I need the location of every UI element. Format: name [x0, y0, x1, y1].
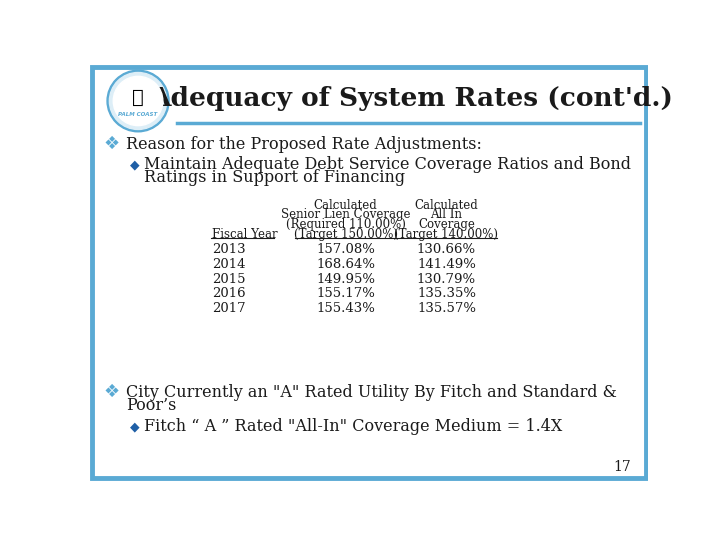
Text: 155.17%: 155.17% — [316, 287, 375, 300]
Text: Coverage: Coverage — [418, 218, 475, 231]
Text: All In: All In — [431, 208, 462, 221]
Text: Fiscal Year: Fiscal Year — [212, 228, 278, 241]
Text: Reason for the Proposed Rate Adjustments:: Reason for the Proposed Rate Adjustments… — [126, 136, 482, 153]
Text: (Target 140.00%): (Target 140.00%) — [395, 228, 498, 241]
Text: Fitch “ A ” Rated "All-In" Coverage Medium = 1.4X: Fitch “ A ” Rated "All-In" Coverage Medi… — [144, 418, 562, 435]
Circle shape — [113, 76, 163, 126]
Text: 135.35%: 135.35% — [417, 287, 476, 300]
Text: 141.49%: 141.49% — [417, 258, 476, 271]
Text: ❖: ❖ — [104, 383, 120, 401]
Text: Senior Lien Coverage: Senior Lien Coverage — [281, 208, 410, 221]
Text: Calculated: Calculated — [314, 199, 377, 212]
Text: (Required 110.00%): (Required 110.00%) — [286, 218, 405, 231]
Text: 2014: 2014 — [212, 258, 246, 271]
FancyBboxPatch shape — [92, 67, 646, 478]
Text: 🌴: 🌴 — [132, 89, 144, 107]
Text: ❖: ❖ — [104, 135, 120, 153]
Text: 135.57%: 135.57% — [417, 302, 476, 315]
Text: Ratings in Support of Financing: Ratings in Support of Financing — [144, 170, 405, 186]
Text: Adequacy of System Rates (cont'd.): Adequacy of System Rates (cont'd.) — [150, 86, 673, 111]
Text: Poor’s: Poor’s — [126, 397, 176, 414]
Text: 149.95%: 149.95% — [316, 273, 375, 286]
Text: 130.79%: 130.79% — [417, 273, 476, 286]
Text: Maintain Adequate Debt Service Coverage Ratios and Bond: Maintain Adequate Debt Service Coverage … — [144, 157, 631, 173]
Text: 2017: 2017 — [212, 302, 246, 315]
Text: 157.08%: 157.08% — [316, 244, 375, 256]
Text: City Currently an "A" Rated Utility By Fitch and Standard &: City Currently an "A" Rated Utility By F… — [126, 383, 616, 401]
Text: 2013: 2013 — [212, 244, 246, 256]
Text: (Target 150.00%): (Target 150.00%) — [294, 228, 397, 241]
Text: 130.66%: 130.66% — [417, 244, 476, 256]
Text: 2015: 2015 — [212, 273, 246, 286]
Text: 17: 17 — [613, 460, 631, 474]
Text: ◆: ◆ — [130, 158, 140, 171]
Text: Calculated: Calculated — [415, 199, 478, 212]
Circle shape — [109, 72, 167, 130]
Text: 168.64%: 168.64% — [316, 258, 375, 271]
Text: 2016: 2016 — [212, 287, 246, 300]
Circle shape — [107, 70, 169, 132]
Text: ◆: ◆ — [130, 420, 140, 433]
Text: 155.43%: 155.43% — [316, 302, 375, 315]
Text: PALM COAST: PALM COAST — [118, 112, 158, 117]
